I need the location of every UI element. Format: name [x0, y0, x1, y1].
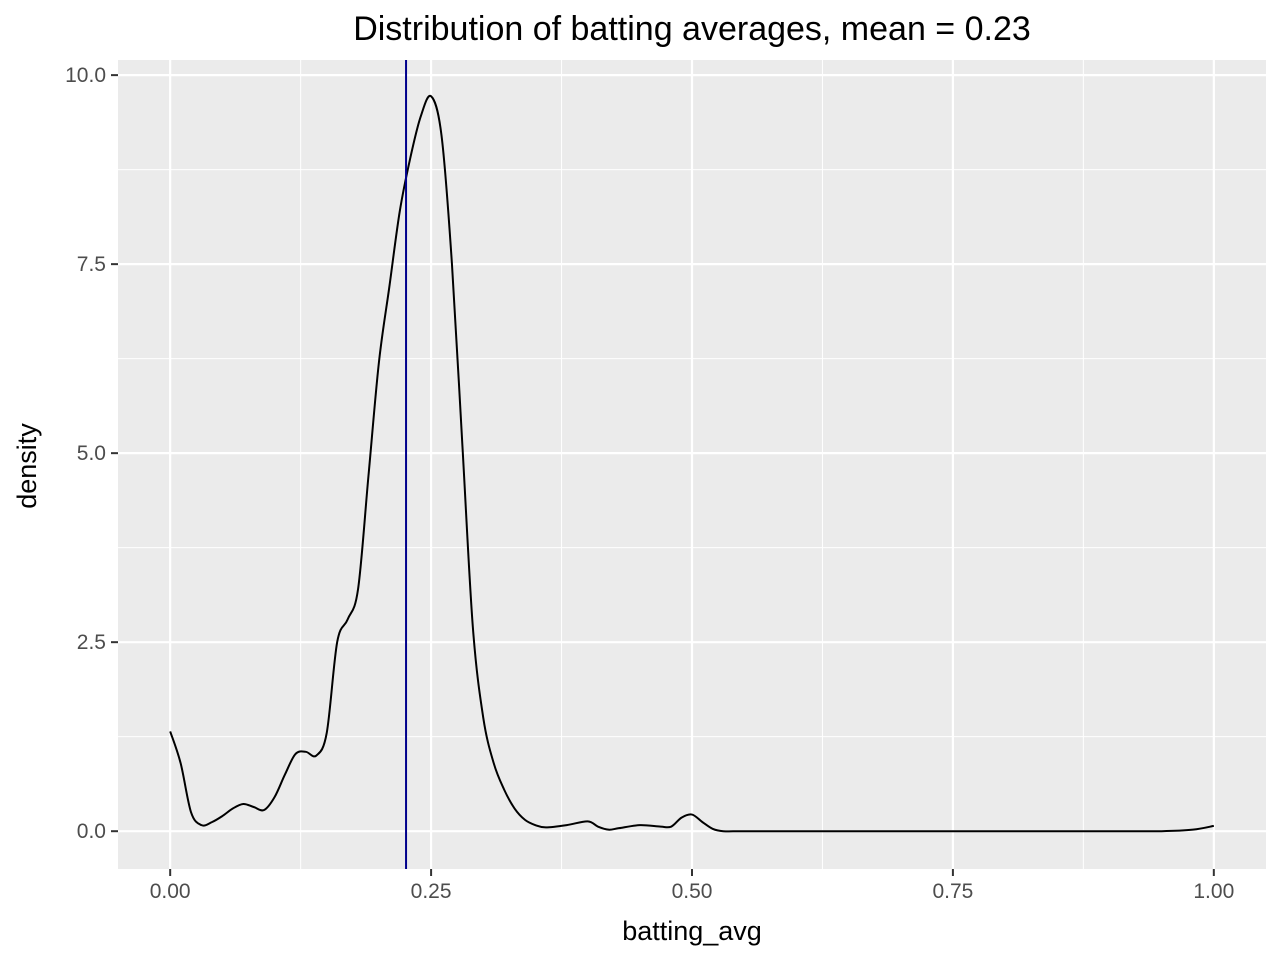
major-grid — [118, 60, 1266, 869]
y-tick-label: 10.0 — [65, 64, 106, 87]
y-tick-label: 0.0 — [77, 820, 106, 843]
x-tick-label: 0.50 — [672, 880, 713, 903]
y-tick-label: 5.0 — [77, 442, 106, 465]
x-tick-label: 0.00 — [150, 880, 191, 903]
density-line — [169, 94, 1215, 833]
x-tick-label: 1.00 — [1193, 880, 1234, 903]
axes: 0.00 0.25 0.50 0.75 1.00 0.0 2.5 5.0 7.5 10.0 — [65, 64, 1234, 903]
x-axis-title: batting_avg — [622, 916, 762, 946]
x-tick-label: 0.75 — [932, 880, 973, 903]
chart-marks — [169, 60, 1215, 869]
x-tick-label: 0.25 — [411, 880, 452, 903]
chart-title: Distribution of batting averages, mean =… — [353, 10, 1031, 48]
y-tick-label: 2.5 — [77, 631, 106, 654]
y-tick-label: 7.5 — [77, 253, 106, 276]
y-axis-title: density — [12, 423, 42, 509]
